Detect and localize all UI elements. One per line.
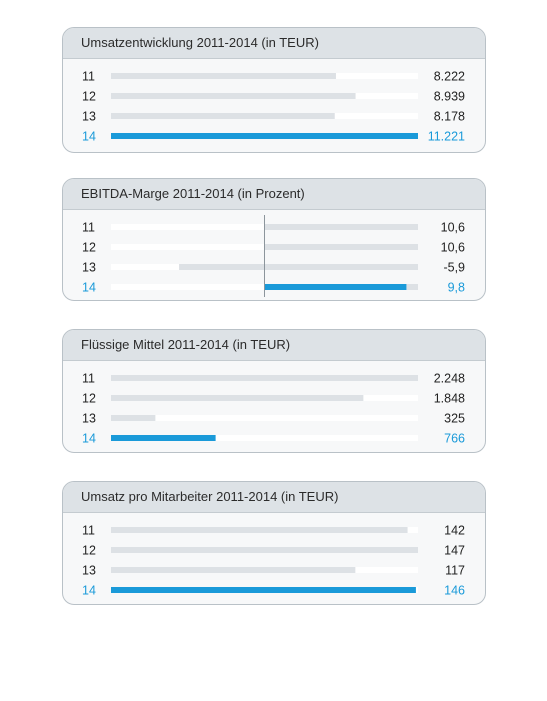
category-label-12: 12 [82,241,96,255]
value-label-13: 325 [444,412,465,426]
category-label-14: 14 [82,584,96,598]
chart-umsatz: 11 8.222 12 8.939 13 8.178 14 11.221 [82,70,465,144]
bar-13 [111,415,156,421]
bar-13 [179,264,265,270]
bar-14 [111,587,416,593]
bar-12 [111,395,364,401]
value-label-11: 10,6 [441,221,465,235]
category-label-11: 11 [82,70,95,84]
bar-11 [264,224,418,230]
bar-track [111,415,418,421]
value-label-12: 8.939 [434,90,465,104]
bar-13 [111,113,335,119]
bar-12 [111,547,418,553]
bar-13 [111,567,356,573]
category-label-11: 11 [82,372,95,386]
bar-14 [111,435,216,441]
category-label-12: 12 [82,544,96,558]
bar-14 [264,284,407,290]
chart-panel-liquid: Flüssige Mittel 2011-2014 (in TEUR) 11 2.… [62,329,486,453]
category-label-14: 14 [82,281,96,295]
bar-11 [111,527,408,533]
value-label-13: 8.178 [434,110,465,124]
chart-umsatz-mitarbeiter: 11 142 12 147 13 117 14 146 [82,524,465,598]
value-label-11: 8.222 [434,70,465,84]
category-label-14: 14 [82,432,96,446]
value-label-12: 147 [444,544,465,558]
bar-12 [264,244,418,250]
value-label-13: -5,9 [443,261,465,275]
bar-track [111,284,265,290]
value-label-11: 142 [444,524,465,538]
bar-track [111,244,265,250]
value-label-11: 2.248 [434,372,465,386]
bar-12 [111,93,356,99]
chart-ebitda: 11 10,6 12 10,6 13 -5,9 14 9,8 [82,215,465,297]
chart-title-umsatz-mitarbeiter: Umsatz pro Mitarbeiter 2011-2014 (in TEU… [63,482,485,513]
bar-14 [111,133,418,139]
category-label-12: 12 [82,90,96,104]
category-label-13: 13 [82,412,96,426]
category-label-13: 13 [82,110,96,124]
category-label-11: 11 [82,221,95,235]
chart-panel-umsatz-mitarbeiter: Umsatz pro Mitarbeiter 2011-2014 (in TEU… [62,481,486,605]
value-label-12: 1.848 [434,392,465,406]
chart-panel-umsatz: Umsatzentwicklung 2011-2014 (in TEUR) 11… [62,27,486,153]
value-label-14: 9,8 [448,281,465,295]
bar-track [111,224,265,230]
bar-track [264,264,418,270]
chart-title-ebitda: EBITDA-Marge 2011-2014 (in Prozent) [63,179,485,210]
bar-11 [111,375,418,381]
chart-panel-ebitda: EBITDA-Marge 2011-2014 (in Prozent) 11 10… [62,178,486,301]
chart-liquid: 11 2.248 12 1.848 13 325 14 766 [82,372,465,446]
value-label-14: 766 [444,432,465,446]
value-label-13: 117 [445,564,465,578]
bar-11 [111,73,336,79]
category-label-13: 13 [82,564,96,578]
chart-title-liquid: Flüssige Mittel 2011-2014 (in TEUR) [63,330,485,361]
value-label-12: 10,6 [441,241,465,255]
category-label-13: 13 [82,261,96,275]
chart-title-umsatz: Umsatzentwicklung 2011-2014 (in TEUR) [63,28,485,59]
category-label-12: 12 [82,392,96,406]
value-label-14: 11.221 [428,130,465,144]
bar-track [111,435,418,441]
category-label-14: 14 [82,130,96,144]
value-label-14: 146 [444,584,465,598]
category-label-11: 11 [82,524,95,538]
